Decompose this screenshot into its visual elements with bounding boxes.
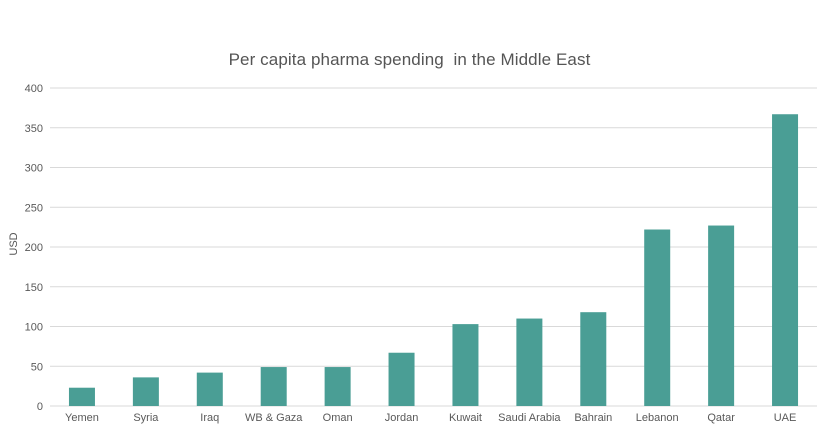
x-tick-label: Qatar bbox=[707, 412, 735, 424]
bar-kuwait bbox=[452, 324, 479, 406]
x-tick-label: Oman bbox=[323, 412, 353, 424]
y-tick-label: 200 bbox=[25, 242, 43, 254]
bar-qatar bbox=[708, 225, 735, 406]
x-tick-label: Lebanon bbox=[636, 412, 679, 424]
y-tick-label: 250 bbox=[25, 202, 43, 214]
bar-syria bbox=[132, 377, 159, 406]
bar-uae bbox=[772, 114, 799, 407]
y-tick-label: 100 bbox=[25, 322, 43, 334]
bar-wb-gaza bbox=[260, 367, 287, 406]
x-tick-label: Bahrain bbox=[574, 412, 612, 424]
y-tick-label: 400 bbox=[25, 83, 43, 95]
x-tick-label: Iraq bbox=[200, 412, 219, 424]
y-tick-label: 350 bbox=[25, 123, 43, 135]
bar-jordan bbox=[388, 352, 415, 406]
y-tick-labels: 0 50 100 150 200 250 300 350 400 bbox=[25, 83, 43, 413]
bar-oman bbox=[324, 367, 351, 406]
x-tick-label: UAE bbox=[774, 412, 797, 424]
bar-saudi-arabia bbox=[516, 318, 543, 406]
y-tick-label: 50 bbox=[31, 361, 43, 373]
chart-title: Per capita pharma spending in the Middle… bbox=[228, 50, 591, 69]
x-tick-label: Saudi Arabia bbox=[498, 412, 561, 424]
bar-lebanon bbox=[644, 229, 671, 406]
y-tick-label: 150 bbox=[25, 282, 43, 294]
bar-bahrain bbox=[580, 312, 607, 406]
x-tick-label: Yemen bbox=[65, 412, 99, 424]
y-tick-label: 300 bbox=[25, 163, 43, 175]
x-tick-label: Jordan bbox=[385, 412, 419, 424]
bars bbox=[68, 114, 799, 407]
x-tick-label: WB & Gaza bbox=[245, 412, 303, 424]
x-tick-label: Syria bbox=[133, 412, 159, 424]
x-tick-labels: Yemen Syria Iraq WB & Gaza Oman Jordan Kuwait S… bbox=[65, 412, 796, 424]
bar-iraq bbox=[196, 372, 223, 406]
x-tick-label: Kuwait bbox=[449, 412, 482, 424]
gridlines bbox=[50, 87, 817, 407]
y-tick-label: 0 bbox=[37, 401, 43, 413]
bar-yemen bbox=[68, 387, 95, 406]
